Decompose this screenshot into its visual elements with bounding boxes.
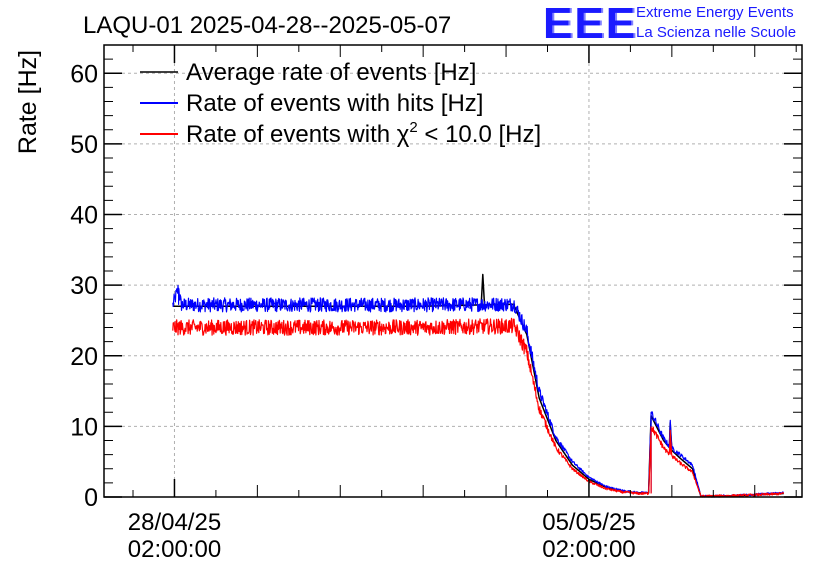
chart-title: LAQU-01 2025-04-28--2025-05-07 (83, 12, 451, 39)
legend-label-average: Average rate of events [Hz] (186, 59, 476, 86)
x-tick-label-time: 02:00:00 (542, 536, 635, 563)
data-series (172, 273, 785, 498)
y-axis-label: Rate [Hz] (14, 50, 42, 154)
x-tick-label-date: 28/04/25 (128, 509, 221, 536)
x-tick-label-time: 02:00:00 (128, 536, 221, 563)
series-line-1 (172, 284, 784, 498)
logo-line-2: La Scienza nelle Scuole (636, 24, 797, 41)
eee-logo-mark: EEE (543, 0, 638, 48)
legend-label-hits: Rate of events with hits [Hz] (186, 90, 483, 117)
y-tick-label: 0 (84, 484, 98, 512)
y-tick-label: 60 (70, 60, 98, 88)
legend-label-chi2: Rate of events with χ2 < 10.0 [Hz] (186, 119, 541, 148)
y-tick-label: 30 (70, 272, 98, 300)
grid-lines (104, 45, 802, 497)
logo-line-1: Extreme Energy Events (636, 4, 794, 21)
series-line-2 (172, 317, 785, 498)
x-tick-label-date: 05/05/25 (542, 509, 635, 536)
legend: Average rate of events [Hz] Rate of even… (140, 59, 541, 148)
y-tick-label: 10 (70, 413, 98, 441)
y-tick-label: 40 (70, 202, 98, 230)
y-tick-label: 50 (70, 131, 98, 159)
y-tick-label: 20 (70, 343, 98, 371)
axis-ticks: 010203040506028/04/2502:00:0005/05/2502:… (70, 44, 802, 563)
